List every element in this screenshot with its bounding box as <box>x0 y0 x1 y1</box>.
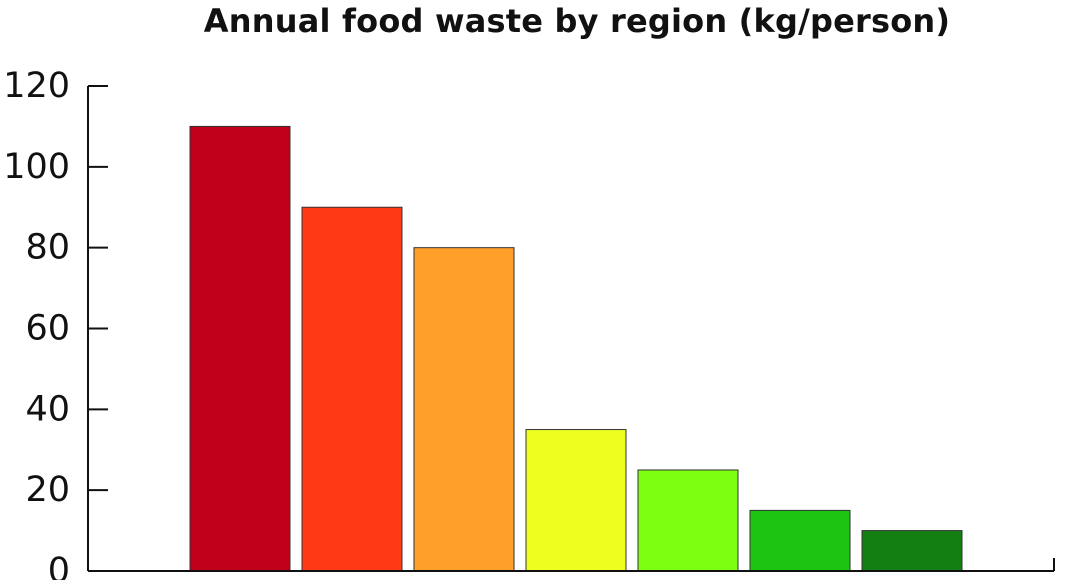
y-tick-label: 120 <box>3 66 70 106</box>
bar-3 <box>413 247 515 572</box>
bar-5 <box>637 469 739 572</box>
y-tick-label: 40 <box>25 389 70 429</box>
y-tick-label: 20 <box>25 470 70 510</box>
bars-group <box>189 125 963 572</box>
bar-6 <box>749 509 851 572</box>
y-tick-label: 80 <box>25 228 70 268</box>
y-tick-label: 60 <box>25 309 70 349</box>
bar-2 <box>301 206 403 572</box>
bar-7 <box>861 530 963 572</box>
y-tick-label: 100 <box>3 147 70 187</box>
y-ticks-group: 0 20 40 60 80 100 120 <box>3 66 108 580</box>
chart-title: Annual food waste by region (kg/person) <box>203 2 951 40</box>
y-tick-label: 0 <box>48 551 70 580</box>
bar-1 <box>189 125 291 572</box>
bar-4 <box>525 429 627 572</box>
